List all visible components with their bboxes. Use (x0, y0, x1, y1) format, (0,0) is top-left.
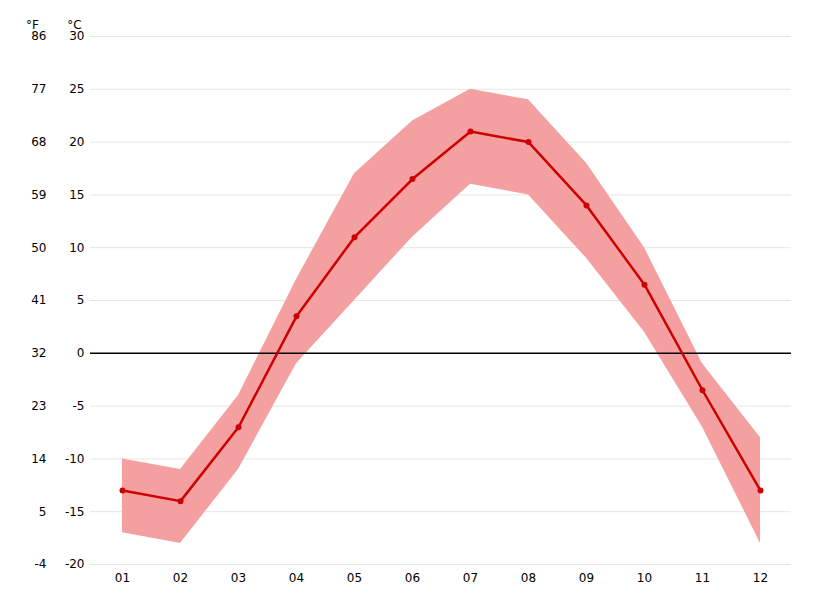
svg-text:10: 10 (69, 241, 84, 255)
svg-text:04: 04 (289, 571, 304, 585)
svg-text:06: 06 (405, 571, 420, 585)
svg-text:02: 02 (173, 571, 188, 585)
svg-text:-10: -10 (65, 452, 85, 466)
svg-text:68: 68 (31, 135, 46, 149)
svg-text:20: 20 (69, 135, 84, 149)
svg-text:-5: -5 (73, 399, 85, 413)
svg-text:5: 5 (77, 293, 85, 307)
svg-text:-4: -4 (35, 557, 47, 571)
svg-text:5: 5 (39, 505, 47, 519)
svg-text:08: 08 (521, 571, 536, 585)
svg-text:23: 23 (31, 399, 46, 413)
svg-text:-20: -20 (65, 557, 85, 571)
svg-text:10: 10 (637, 571, 652, 585)
svg-text:25: 25 (69, 82, 84, 96)
svg-text:86: 86 (31, 29, 47, 44)
svg-text:15: 15 (69, 188, 84, 202)
svg-text:59: 59 (31, 188, 46, 202)
svg-text:30: 30 (69, 29, 85, 44)
svg-text:01: 01 (115, 571, 130, 585)
svg-text:41: 41 (31, 293, 46, 307)
svg-text:77: 77 (31, 82, 46, 96)
svg-text:0: 0 (77, 346, 85, 360)
svg-text:05: 05 (347, 571, 362, 585)
svg-text:-15: -15 (65, 505, 85, 519)
svg-text:03: 03 (231, 571, 246, 585)
svg-text:°C: °C (67, 18, 81, 32)
svg-text:09: 09 (579, 571, 594, 585)
svg-text:07: 07 (463, 571, 478, 585)
svg-text:32: 32 (31, 346, 46, 360)
svg-text:14: 14 (31, 452, 46, 466)
svg-text:50: 50 (31, 241, 46, 255)
svg-text:12: 12 (753, 571, 768, 585)
svg-text:11: 11 (695, 571, 710, 585)
svg-text:°F: °F (26, 18, 39, 32)
